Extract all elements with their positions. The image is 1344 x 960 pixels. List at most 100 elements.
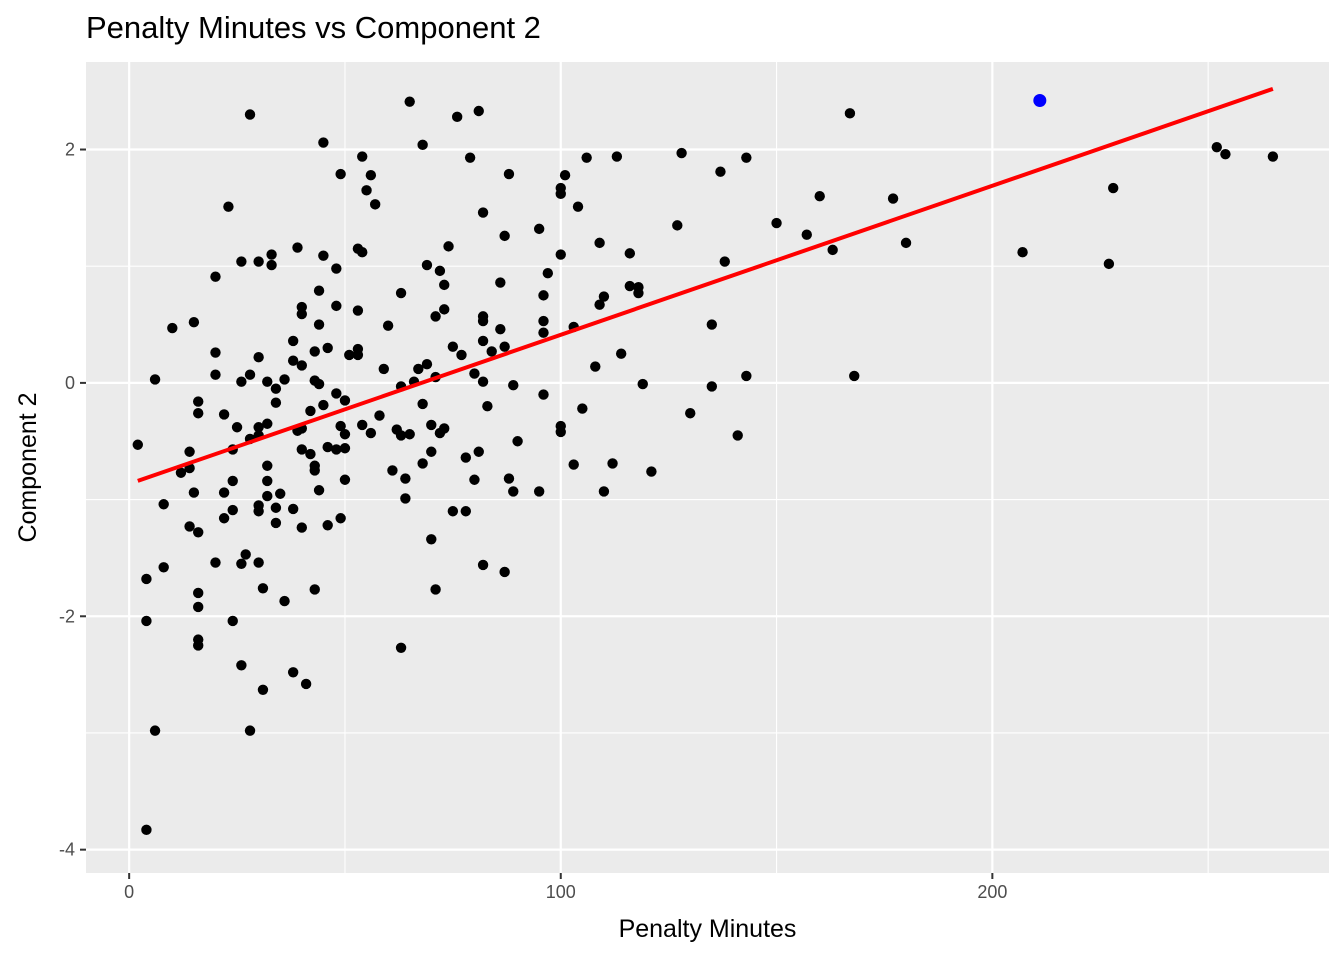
data-point (193, 408, 204, 419)
data-point (331, 388, 342, 399)
data-point (141, 615, 152, 627)
data-point (430, 584, 441, 595)
data-point (598, 291, 610, 302)
data-point (305, 448, 316, 460)
data-point (193, 601, 204, 613)
data-point (473, 105, 484, 117)
data-point (477, 559, 489, 571)
data-point (369, 199, 381, 210)
data-point (533, 223, 545, 235)
data-point (395, 642, 407, 653)
data-point (141, 824, 152, 836)
data-point (266, 259, 277, 271)
data-point (318, 399, 329, 411)
data-point (227, 615, 238, 627)
data-point (300, 678, 312, 690)
chart-title: Penalty Minutes vs Component 2 (86, 10, 541, 45)
data-point (538, 327, 549, 338)
data-point (223, 201, 234, 212)
data-point (685, 408, 696, 419)
data-point (227, 504, 238, 516)
data-point (1267, 151, 1279, 162)
data-point (400, 473, 411, 484)
data-point (814, 190, 825, 202)
data-point (240, 549, 251, 560)
data-point (426, 446, 437, 457)
data-point (421, 359, 433, 370)
data-point (292, 242, 303, 253)
data-point (270, 502, 282, 513)
data-point (469, 474, 480, 485)
data-point (533, 486, 545, 497)
x-axis: 0 100 200 (124, 873, 1007, 902)
data-point (296, 308, 307, 320)
data-point (572, 201, 584, 212)
data-point (499, 566, 510, 578)
data-point (296, 444, 307, 455)
data-points (132, 96, 1279, 836)
data-point (637, 378, 648, 390)
data-point (335, 168, 346, 180)
data-point (244, 725, 256, 736)
data-point (439, 423, 450, 434)
minor-gridlines (86, 62, 1329, 873)
data-point (287, 355, 299, 366)
data-point (477, 207, 489, 218)
data-point (439, 279, 450, 291)
data-point (538, 389, 549, 400)
x-tick-label: 100 (546, 882, 576, 902)
data-point (594, 237, 605, 249)
data-point (503, 473, 515, 484)
data-point (227, 475, 238, 487)
data-point (158, 499, 169, 510)
data-point (598, 486, 610, 497)
data-point (538, 315, 549, 327)
data-point (508, 380, 519, 391)
data-point (313, 378, 325, 390)
data-point (1108, 182, 1119, 194)
data-point (313, 285, 325, 296)
data-point (477, 335, 489, 347)
data-point (210, 271, 221, 282)
data-point (262, 418, 273, 429)
data-point (801, 229, 812, 240)
data-point (477, 315, 489, 327)
data-point (451, 111, 463, 123)
data-point (382, 320, 394, 331)
highlight-point (1033, 94, 1047, 108)
y-tick-label: 2 (65, 140, 75, 160)
data-point (352, 305, 364, 316)
data-point (184, 521, 195, 532)
data-point (236, 660, 247, 671)
data-point (473, 446, 484, 457)
data-point (482, 401, 493, 412)
data-point (495, 277, 506, 288)
data-point (313, 319, 325, 330)
data-point (188, 487, 200, 498)
data-point (439, 304, 450, 315)
data-point (404, 96, 415, 107)
data-point (417, 458, 428, 469)
data-point (646, 466, 657, 477)
data-point (447, 341, 459, 352)
data-point (844, 108, 856, 119)
data-point (464, 152, 476, 163)
data-point (331, 263, 342, 274)
data-point (318, 250, 329, 261)
data-point (270, 517, 282, 529)
data-point (555, 182, 566, 194)
data-point (732, 430, 743, 441)
data-point (434, 265, 446, 277)
data-point (581, 152, 592, 163)
data-point (331, 444, 342, 455)
y-tick-label: 0 (65, 373, 75, 393)
data-point (309, 465, 320, 476)
data-point (313, 485, 325, 496)
data-point (335, 420, 346, 432)
data-point (508, 486, 519, 497)
data-point (413, 363, 424, 375)
data-point (900, 237, 912, 249)
data-point (279, 595, 290, 607)
data-point (555, 426, 566, 438)
data-point (253, 422, 264, 433)
